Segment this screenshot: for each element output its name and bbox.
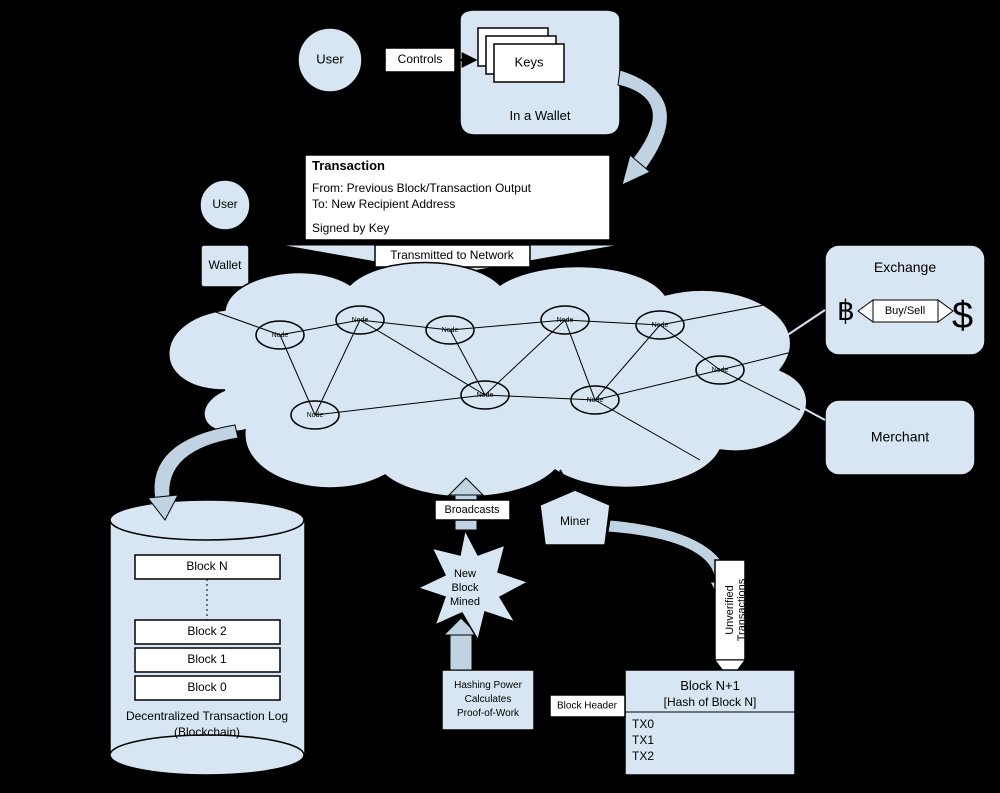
unverified-l2: Transactions [736, 578, 748, 641]
buy-sell-arrow: Buy/Sell [858, 300, 953, 322]
svg-text:Block 0: Block 0 [187, 680, 227, 694]
miner-label: Miner [560, 514, 590, 528]
block-np1-tx0: TX0 [632, 717, 654, 731]
transmitted-label: Transmitted to Network [390, 248, 515, 262]
transaction-to: To: New Recipient Address [312, 197, 455, 211]
hashing-l1: Hashing Power [454, 680, 522, 691]
usd-icon: $ [952, 295, 973, 337]
user-top-label: User [316, 51, 344, 66]
in-wallet-label: In a Wallet [510, 108, 571, 123]
btc-icon: ฿ [837, 295, 855, 326]
hashing-l2: Calculates [465, 694, 512, 705]
svg-text:Block N: Block N [186, 559, 227, 573]
diagram-canvas: Keys In a Wallet User Controls Transacti… [0, 0, 1000, 793]
transaction-signed: Signed by Key [312, 221, 389, 235]
new-block-l1: New [454, 568, 476, 580]
merchant-label: Merchant [871, 429, 929, 445]
new-block-l2: Block [452, 582, 479, 594]
broadcasts-label: Broadcasts [444, 504, 500, 516]
new-block-l3: Mined [450, 596, 480, 608]
blockchain-l2: (Blockchain) [174, 725, 240, 739]
hashing-l3: Proof-of-Work [457, 708, 520, 719]
blockchain-l1: Decentralized Transaction Log [126, 709, 288, 723]
exchange-label: Exchange [874, 259, 936, 275]
block-np1-hash: [Hash of Block N] [664, 695, 757, 709]
block-np1-title: Block N+1 [680, 678, 740, 693]
buy-sell-label: Buy/Sell [885, 305, 925, 317]
block-np1-tx1: TX1 [632, 733, 654, 747]
thick-arrow-hashing-star [450, 635, 472, 670]
legend-wallet-label: Wallet [209, 258, 243, 272]
controls-label: Controls [398, 52, 443, 66]
svg-text:Block 1: Block 1 [187, 652, 227, 666]
legend-user-label: User [212, 197, 237, 211]
transaction-title: Transaction [312, 158, 385, 173]
unverified-l1: Unverified [724, 585, 736, 635]
transaction-from: From: Previous Block/Transaction Output [312, 181, 532, 195]
keys-label: Keys [515, 54, 544, 69]
block-np1-tx2: TX2 [632, 749, 654, 763]
block-header-label: Block Header [557, 701, 618, 712]
svg-text:Block 2: Block 2 [187, 624, 227, 638]
